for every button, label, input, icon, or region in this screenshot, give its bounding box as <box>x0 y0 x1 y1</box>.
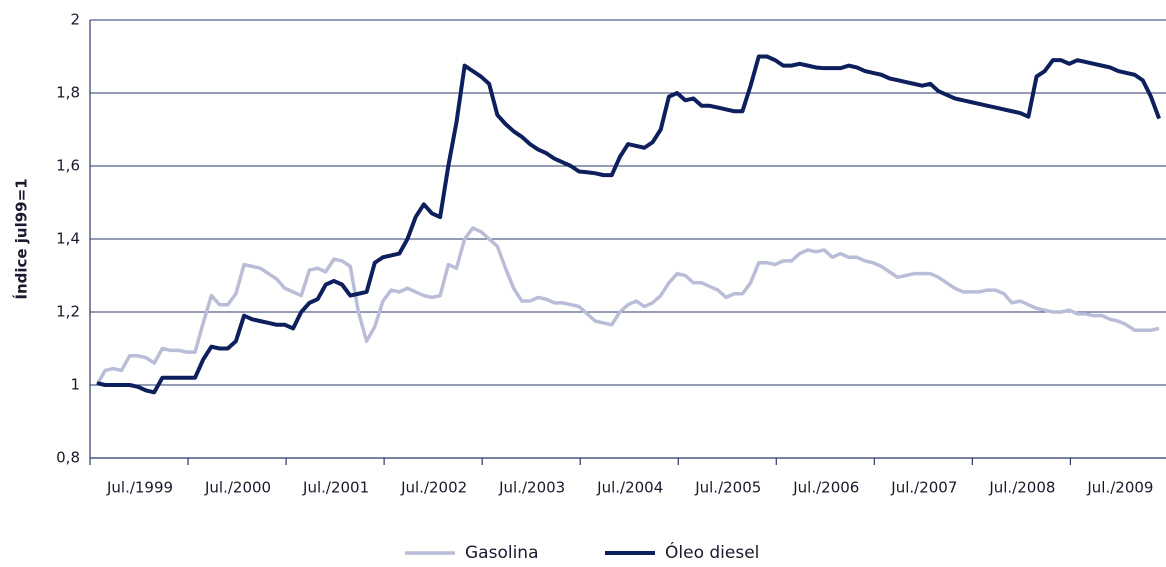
x-tick-label: Jul./1999 <box>106 479 173 497</box>
y-tick-label: 1,2 <box>56 303 80 321</box>
x-tick-label: Jul./2004 <box>596 479 663 497</box>
x-tick-label: Jul./2005 <box>694 479 761 497</box>
x-tick-label: Jul./2002 <box>400 479 467 497</box>
x-tick-label: Jul./2003 <box>498 479 565 497</box>
y-axis-label: Índice jul99=1 <box>12 178 31 299</box>
x-tick-label: Jul./2006 <box>792 479 859 497</box>
y-tick-label: 1,6 <box>56 157 80 175</box>
x-tick-label: Jul./2001 <box>302 479 369 497</box>
legend-label: Gasolina <box>465 543 539 563</box>
y-tick-label: 0,8 <box>56 449 80 467</box>
series-line <box>95 226 1160 386</box>
x-tick-label: Jul./2009 <box>1086 479 1153 497</box>
x-tick-label: Jul./2008 <box>988 479 1055 497</box>
y-tick-label: 2 <box>70 11 80 29</box>
y-tick-label: 1,8 <box>56 84 80 102</box>
x-tick-label: Jul./2007 <box>890 479 957 497</box>
series-line <box>96 54 1161 395</box>
legend-label: Óleo diesel <box>665 541 759 563</box>
y-tick-label: 1 <box>70 376 80 394</box>
y-tick-label: 1,4 <box>56 230 80 248</box>
x-tick-label: Jul./2000 <box>204 479 271 497</box>
